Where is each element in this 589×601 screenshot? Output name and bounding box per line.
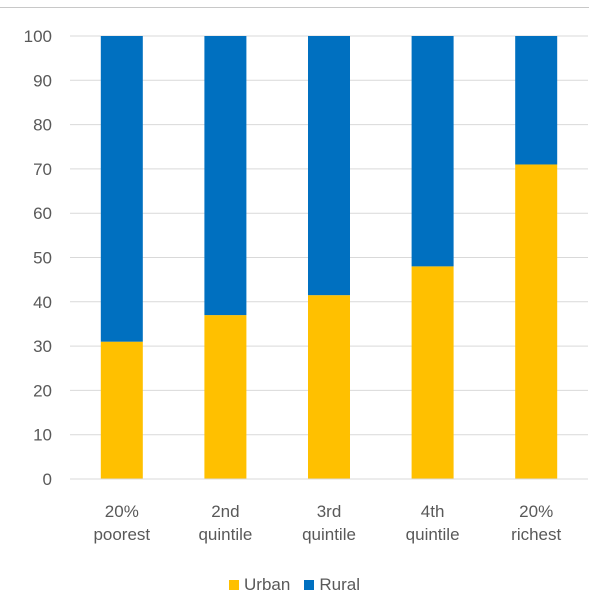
legend-swatch-rural — [304, 580, 315, 590]
bar-rural-0 — [100, 36, 143, 342]
y-tick-label: 0 — [43, 470, 52, 489]
legend-item-urban: Urban — [229, 575, 290, 595]
y-tick-label: 20 — [33, 381, 52, 400]
y-tick-label: 50 — [33, 249, 52, 268]
legend-item-rural: Rural — [304, 575, 360, 595]
bar-urban-4 — [515, 164, 558, 479]
top-border — [0, 7, 589, 8]
bar-urban-0 — [100, 341, 143, 479]
x-tick-label: quintile — [406, 525, 460, 544]
x-tick-label: 2nd — [211, 502, 239, 521]
x-tick-label: 20% — [105, 502, 139, 521]
y-tick-label: 80 — [33, 116, 52, 135]
bar-urban-3 — [411, 266, 454, 479]
y-tick-label: 90 — [33, 71, 52, 90]
legend-label-rural: Rural — [319, 575, 360, 594]
bar-urban-2 — [308, 295, 350, 479]
x-axis-ticks: 20% poorest 2nd quintile 3rd quintile 4th quint… — [93, 502, 561, 544]
y-tick-label: 10 — [33, 426, 52, 445]
bar-rural-4 — [515, 36, 558, 165]
x-tick-label: quintile — [302, 525, 356, 544]
x-tick-label: richest — [511, 525, 561, 544]
y-tick-label: 40 — [33, 293, 52, 312]
bar-rural-2 — [308, 36, 350, 296]
x-tick-label: 4th — [421, 502, 445, 521]
y-tick-label: 100 — [24, 27, 52, 46]
bar-rural-1 — [204, 36, 247, 316]
x-tick-label: 3rd — [317, 502, 342, 521]
bars — [100, 36, 558, 479]
y-axis-ticks: 0 10 20 30 40 50 60 70 80 90 100 — [24, 27, 52, 489]
x-tick-label: quintile — [198, 525, 252, 544]
stacked-bar-chart: 0 10 20 30 40 50 60 70 80 90 100 20% poorest 2nd quin… — [24, 27, 588, 544]
bar-urban-1 — [204, 315, 247, 479]
legend: Urban Rural — [0, 575, 589, 595]
bar-rural-3 — [411, 36, 454, 267]
y-tick-label: 30 — [33, 337, 52, 356]
legend-swatch-urban — [229, 580, 240, 590]
legend-label-urban: Urban — [244, 575, 291, 594]
y-tick-label: 60 — [33, 204, 52, 223]
x-tick-label: poorest — [93, 525, 150, 544]
x-tick-label: 20% — [519, 502, 553, 521]
y-tick-label: 70 — [33, 160, 52, 179]
